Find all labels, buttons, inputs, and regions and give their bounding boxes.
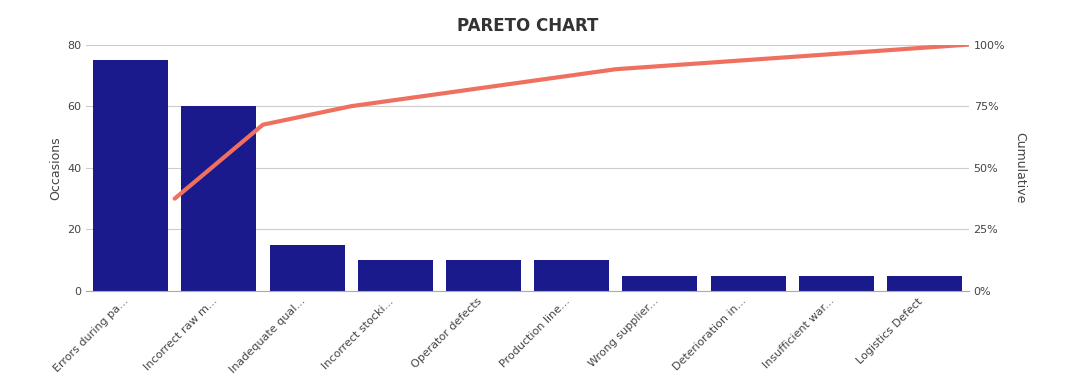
Bar: [446, 260, 521, 291]
Bar: [270, 245, 344, 291]
Bar: [182, 106, 256, 291]
Y-axis label: Cumulative: Cumulative: [1013, 132, 1026, 203]
Bar: [534, 260, 610, 291]
Bar: [94, 60, 168, 291]
Bar: [622, 276, 698, 291]
Title: PARETO CHART: PARETO CHART: [457, 17, 599, 34]
Bar: [711, 276, 786, 291]
Y-axis label: Occasions: Occasions: [49, 136, 62, 200]
Bar: [799, 276, 874, 291]
Bar: [358, 260, 433, 291]
Bar: [887, 276, 962, 291]
